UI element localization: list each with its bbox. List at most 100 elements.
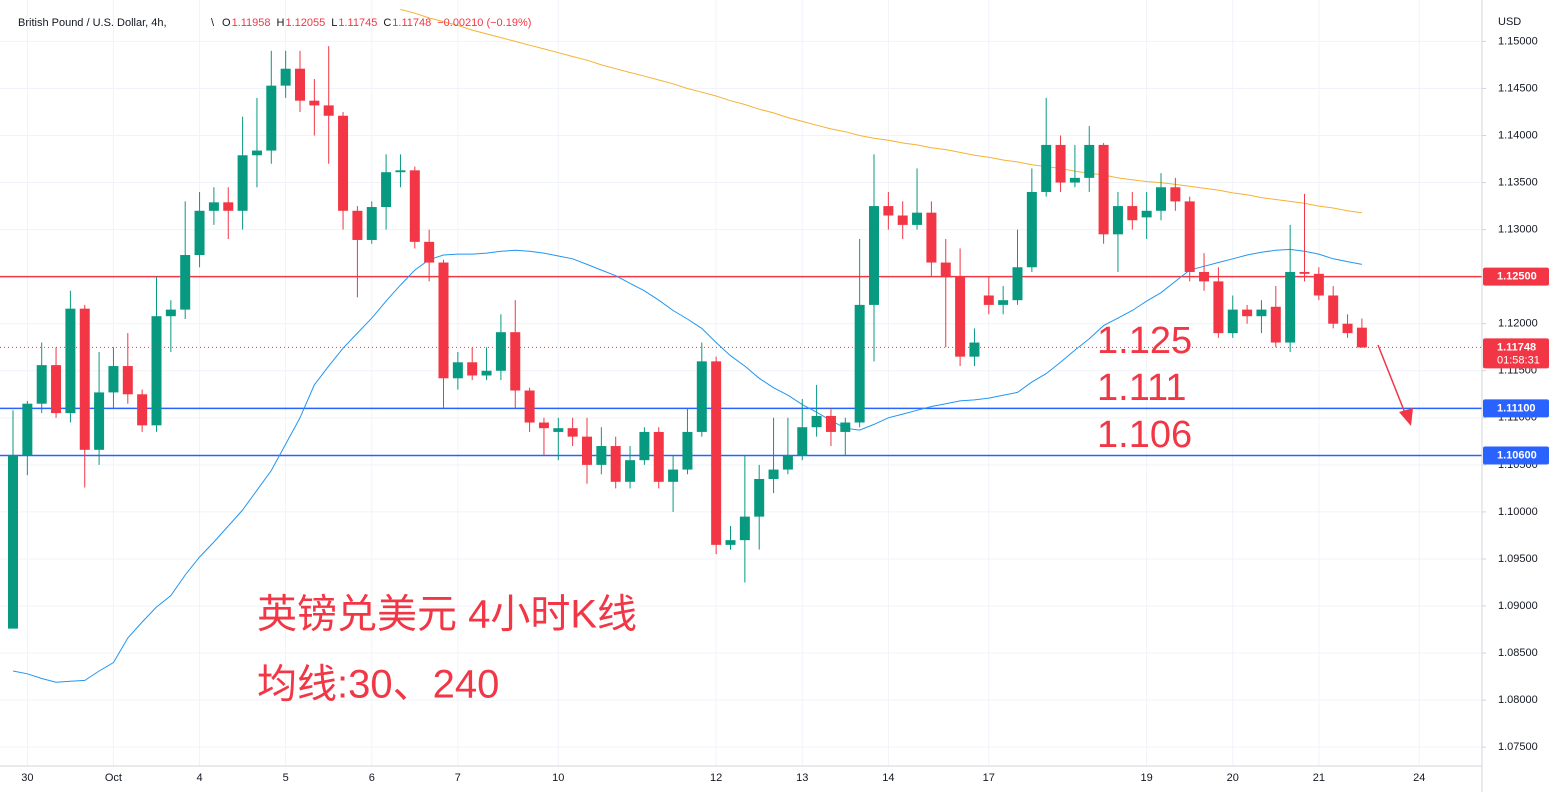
candle-body [883, 206, 894, 216]
candle-body [682, 431, 693, 470]
candle-body [36, 365, 47, 404]
candle-body [481, 370, 492, 376]
x-tick-label: 30 [21, 772, 33, 784]
chart-title: British Pound / U.S. Dollar, 4h, [18, 17, 167, 29]
candle-body [1256, 309, 1267, 317]
ohlc-key: O [222, 17, 231, 29]
y-tick-label: 1.08000 [1498, 694, 1538, 706]
candle-body [711, 361, 722, 545]
moving-average-line [12, 248, 1362, 683]
y-tick-label: 1.09500 [1498, 553, 1538, 565]
candle-body [1012, 267, 1023, 301]
x-tick-label: 17 [983, 772, 995, 784]
x-tick-label: 7 [455, 772, 461, 784]
candle-body [739, 516, 750, 541]
header-icon: \ [211, 17, 215, 29]
candle-body [1242, 309, 1253, 317]
candle-body [998, 300, 1009, 305]
candle-body [251, 150, 262, 156]
candle-body [165, 309, 176, 317]
candle-body [1127, 206, 1138, 221]
level-annotation: 1.111 [1097, 367, 1186, 409]
x-tick-label: 4 [196, 772, 202, 784]
candle-body [137, 394, 148, 426]
candle-body [237, 155, 248, 211]
candle-body [1356, 327, 1367, 348]
candle-body [1313, 273, 1324, 296]
candle-body [1112, 206, 1123, 235]
level-annotation: 1.125 [1097, 320, 1192, 362]
candle-body [295, 68, 305, 101]
candle-body [122, 366, 133, 395]
y-tick-label: 1.10000 [1498, 506, 1538, 518]
y-tick-label: 1.14000 [1498, 129, 1538, 141]
caption: 英镑兑美元 4小时K线 [257, 593, 637, 637]
candle-body [1156, 187, 1166, 211]
axes: 1.07500 1.08000 1.08500 1.09000 1.09500 1.100… [21, 35, 1549, 784]
candle-body [194, 210, 205, 256]
candle-body [869, 206, 879, 305]
level-annotation: 1.106 [1097, 414, 1192, 456]
candle-body [1026, 191, 1037, 268]
candle-body [854, 304, 865, 423]
candle-body [538, 422, 549, 429]
candle-body [567, 428, 578, 437]
y-tick-label: 1.12000 [1498, 318, 1538, 330]
candle-body [926, 212, 937, 263]
candle-body [696, 361, 707, 432]
x-tick-label: 13 [796, 772, 808, 784]
candle-body [553, 428, 564, 432]
candle-body [323, 105, 334, 116]
last-price-box [1483, 338, 1549, 369]
forecast-arrowhead [1399, 408, 1413, 426]
candle-body [51, 365, 62, 414]
candle-body [309, 100, 320, 106]
candle-body [782, 455, 793, 470]
last-price-label: 1.11748 [1497, 341, 1536, 353]
moving-average-line [400, 8, 1362, 214]
candle-body [79, 308, 90, 450]
header: British Pound / U.S. Dollar, 4h, \ O 1.11… [18, 17, 531, 29]
candle-body [1199, 271, 1210, 282]
candle-body [438, 262, 449, 379]
x-tick-label: 19 [1141, 772, 1153, 784]
candle-body [180, 255, 191, 310]
x-tick-label: 12 [710, 772, 722, 784]
x-tick-label: 6 [369, 772, 375, 784]
candle-body [625, 460, 636, 482]
candle-body [395, 170, 406, 173]
y-tick-label: 1.13500 [1498, 176, 1538, 188]
candle-body [524, 390, 535, 423]
candle-body [409, 170, 420, 242]
level-label: 1.10600 [1497, 449, 1537, 461]
y-tick-label: 1.09000 [1498, 600, 1538, 612]
candle-body [1328, 295, 1339, 324]
candle-body [266, 85, 277, 151]
candle-body [940, 262, 951, 277]
candle-body [467, 362, 478, 376]
candle-body [768, 469, 779, 479]
ohlc-value: 1.11748 [392, 17, 431, 29]
candle-body [1299, 271, 1310, 274]
candle-body [352, 210, 363, 240]
candle-body [840, 422, 851, 432]
candle-body [22, 403, 33, 456]
x-tick-label: 20 [1227, 772, 1239, 784]
candle-body [65, 308, 76, 414]
candle-body [596, 446, 607, 465]
candle-body [495, 332, 506, 371]
y-tick-label: 1.15000 [1498, 35, 1538, 47]
ohlc-value: 1.11958 [232, 17, 271, 29]
candle-body [381, 172, 392, 208]
y-tick-label: 1.13000 [1498, 224, 1538, 236]
ohlc-value: 1.11745 [338, 17, 377, 29]
candle-body [1270, 306, 1281, 343]
candle-body [610, 446, 621, 482]
candle-body [366, 207, 377, 240]
x-tick-label: 14 [882, 772, 894, 784]
candle-body [1213, 281, 1224, 334]
forecast-arrow [1377, 344, 1408, 419]
y-axis-label: USD [1498, 16, 1521, 28]
y-tick-label: 1.07500 [1498, 741, 1538, 753]
candle-body [639, 431, 650, 461]
